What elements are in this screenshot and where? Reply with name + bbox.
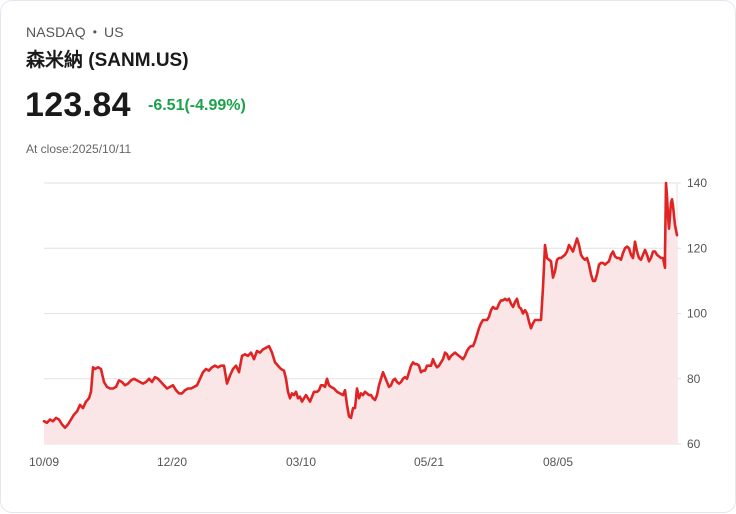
- y-tick-label: 80: [687, 372, 701, 386]
- y-tick-label: 140: [687, 176, 707, 190]
- market-name: US: [104, 24, 124, 40]
- y-tick-label: 100: [687, 307, 707, 321]
- y-axis: 140 120 100 80 60: [687, 176, 707, 451]
- current-price: 123.84: [25, 86, 131, 124]
- close-timestamp: At close:2025/10/11: [26, 142, 132, 156]
- price-area-fill: [44, 183, 677, 444]
- x-tick-label: 05/21: [414, 455, 444, 469]
- x-tick-label: 12/20: [157, 455, 187, 469]
- separator-dot: •: [92, 25, 98, 39]
- y-tick-label: 120: [687, 241, 707, 255]
- x-tick-label: 08/05: [543, 455, 573, 469]
- y-tick-label: 60: [687, 437, 701, 451]
- exchange-name: NASDAQ: [26, 24, 86, 40]
- price-line: [42, 181, 679, 429]
- x-tick-label: 03/10: [286, 455, 316, 469]
- x-axis: 10/09 12/20 03/10 05/21 08/05: [29, 455, 573, 469]
- x-tick-label: 10/09: [29, 455, 59, 469]
- price-change: -6.51(-4.99%): [148, 97, 246, 114]
- exchange-label: NASDAQ • US: [26, 24, 124, 40]
- stock-title: 森米納 (SANM.US): [26, 50, 189, 71]
